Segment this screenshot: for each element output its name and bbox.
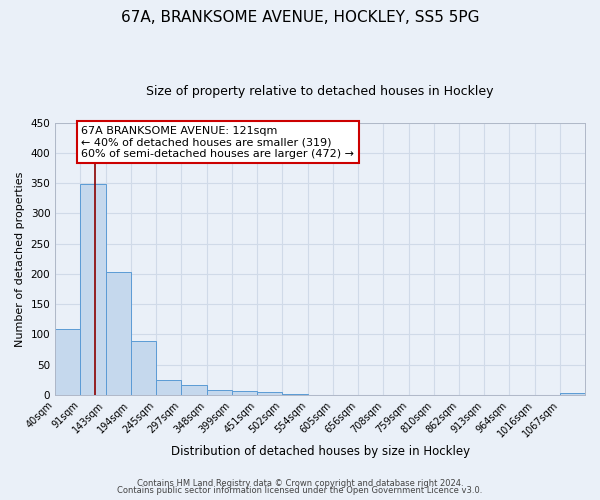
Bar [232, 390, 257, 395]
Bar [156, 380, 181, 395]
Bar [560, 392, 585, 395]
Bar [106, 272, 131, 395]
Bar [55, 329, 80, 395]
Text: 67A BRANKSOME AVENUE: 121sqm
← 40% of detached houses are smaller (319)
60% of s: 67A BRANKSOME AVENUE: 121sqm ← 40% of de… [81, 126, 354, 159]
Y-axis label: Number of detached properties: Number of detached properties [15, 171, 25, 346]
Bar [206, 390, 232, 395]
Bar [181, 386, 206, 395]
Text: Contains HM Land Registry data © Crown copyright and database right 2024.: Contains HM Land Registry data © Crown c… [137, 478, 463, 488]
X-axis label: Distribution of detached houses by size in Hockley: Distribution of detached houses by size … [170, 444, 470, 458]
Bar [131, 341, 156, 395]
Text: Contains public sector information licensed under the Open Government Licence v3: Contains public sector information licen… [118, 486, 482, 495]
Bar [282, 394, 308, 395]
Bar [257, 392, 282, 395]
Title: Size of property relative to detached houses in Hockley: Size of property relative to detached ho… [146, 85, 494, 98]
Text: 67A, BRANKSOME AVENUE, HOCKLEY, SS5 5PG: 67A, BRANKSOME AVENUE, HOCKLEY, SS5 5PG [121, 10, 479, 25]
Bar [80, 184, 106, 395]
